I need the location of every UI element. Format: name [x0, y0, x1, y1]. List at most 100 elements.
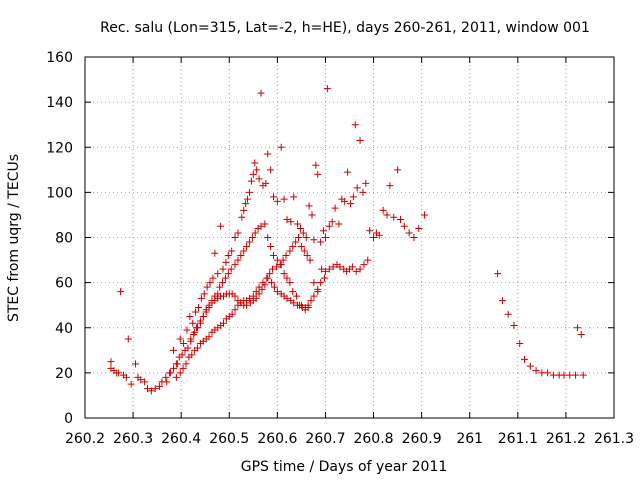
data-point — [248, 234, 256, 241]
data-point — [325, 222, 333, 230]
data-point — [300, 247, 308, 255]
y-axis-title: STEC from uqrg / TECUs — [6, 154, 22, 322]
data-point — [137, 376, 145, 384]
data-point — [296, 224, 304, 232]
data-point — [289, 288, 297, 296]
data-point — [317, 238, 325, 246]
data-point — [176, 335, 184, 343]
data-point — [127, 380, 135, 388]
data-point — [415, 224, 423, 232]
data-point — [234, 256, 242, 264]
data-point — [270, 252, 278, 260]
data-point — [521, 355, 529, 363]
data-point — [348, 263, 356, 271]
data-point — [237, 252, 245, 260]
data-point — [163, 378, 171, 386]
data-point — [238, 213, 246, 221]
data-point — [217, 222, 225, 230]
data-point — [228, 247, 236, 255]
data-point — [305, 202, 313, 210]
data-point — [194, 344, 202, 352]
data-point — [302, 234, 310, 241]
x-tick-label: 260.5 — [209, 431, 249, 447]
data-point — [245, 238, 253, 246]
data-point — [353, 184, 361, 192]
data-point — [310, 279, 318, 287]
data-point — [290, 193, 298, 201]
data-point — [400, 222, 408, 230]
data-point — [115, 369, 123, 377]
data-point — [187, 335, 195, 343]
data-point — [516, 340, 524, 348]
data-point — [262, 179, 270, 187]
data-point — [206, 279, 214, 287]
data-point — [196, 317, 204, 325]
data-point — [151, 385, 159, 393]
data-point — [209, 274, 217, 282]
data-point — [266, 270, 274, 278]
y-tick-label: 60 — [55, 276, 73, 292]
data-point — [335, 220, 343, 228]
data-point — [267, 243, 275, 251]
data-point — [242, 200, 250, 208]
y-tick-label: 160 — [46, 50, 73, 66]
data-point — [356, 265, 364, 273]
data-point — [107, 358, 115, 366]
data-point — [247, 177, 255, 185]
data-point — [228, 310, 236, 318]
data-point — [245, 294, 253, 302]
data-point — [219, 279, 227, 287]
data-point — [240, 206, 248, 214]
data-point — [370, 234, 378, 241]
data-point — [331, 204, 339, 212]
data-point — [356, 136, 364, 144]
data-point — [292, 238, 300, 246]
data-point — [251, 159, 259, 167]
data-point — [379, 206, 387, 214]
data-point — [362, 179, 370, 187]
data-points — [107, 85, 587, 395]
data-point — [240, 247, 248, 255]
x-tick-label: 261.3 — [594, 431, 634, 447]
y-tick-label: 80 — [55, 231, 73, 247]
data-point — [579, 371, 587, 379]
data-point — [312, 161, 320, 169]
y-tick-label: 20 — [55, 366, 73, 382]
data-point — [186, 312, 194, 320]
data-point — [156, 382, 164, 390]
data-point — [304, 303, 312, 311]
data-point — [310, 236, 318, 244]
y-tick-label: 40 — [55, 321, 73, 337]
x-tick-label: 261.1 — [498, 431, 538, 447]
data-point — [297, 243, 305, 251]
data-point — [243, 301, 251, 309]
data-point — [257, 89, 265, 97]
data-point — [172, 373, 180, 381]
data-point — [270, 283, 278, 291]
data-point — [243, 243, 251, 251]
data-point — [147, 387, 155, 395]
data-point — [211, 249, 219, 257]
data-point — [293, 292, 301, 300]
data-point — [169, 346, 177, 354]
data-point — [394, 166, 402, 174]
data-point — [200, 290, 208, 298]
data-point — [268, 279, 276, 287]
data-point — [231, 234, 239, 241]
data-point — [320, 274, 328, 282]
data-point — [510, 321, 518, 329]
data-point — [318, 265, 326, 273]
data-point — [264, 274, 272, 282]
data-point — [351, 121, 359, 129]
data-point — [194, 303, 202, 311]
y-tick-label: 120 — [46, 140, 73, 156]
data-point — [360, 261, 368, 269]
data-point — [205, 303, 213, 311]
data-point — [180, 340, 188, 348]
x-tick-label: 260.9 — [402, 431, 442, 447]
data-point — [224, 270, 232, 278]
data-point — [199, 312, 207, 320]
data-point — [279, 256, 287, 264]
data-point — [255, 175, 263, 183]
